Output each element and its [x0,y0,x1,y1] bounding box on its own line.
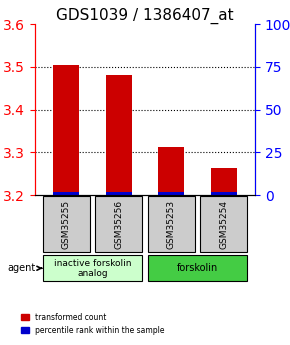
Text: GSM35255: GSM35255 [62,200,71,249]
Bar [53,191,79,195]
FancyBboxPatch shape [43,196,90,253]
Bar [158,191,184,195]
Bar [158,147,184,195]
Bar [211,168,237,195]
Legend: transformed count, percentile rank within the sample: transformed count, percentile rank withi… [18,310,168,338]
Bar [211,191,237,195]
Text: GSM35256: GSM35256 [114,200,123,249]
FancyBboxPatch shape [43,255,142,282]
Text: agent: agent [8,263,42,273]
FancyBboxPatch shape [148,196,195,253]
Text: GSM35253: GSM35253 [167,200,176,249]
Text: GSM35254: GSM35254 [219,200,228,249]
FancyBboxPatch shape [200,196,247,253]
Title: GDS1039 / 1386407_at: GDS1039 / 1386407_at [56,8,234,24]
Bar [106,75,132,195]
FancyBboxPatch shape [148,255,247,282]
FancyBboxPatch shape [95,196,142,253]
Text: forskolin: forskolin [177,263,218,273]
Text: inactive forskolin
analog: inactive forskolin analog [54,258,131,278]
Bar [106,191,132,195]
Bar [53,65,79,195]
